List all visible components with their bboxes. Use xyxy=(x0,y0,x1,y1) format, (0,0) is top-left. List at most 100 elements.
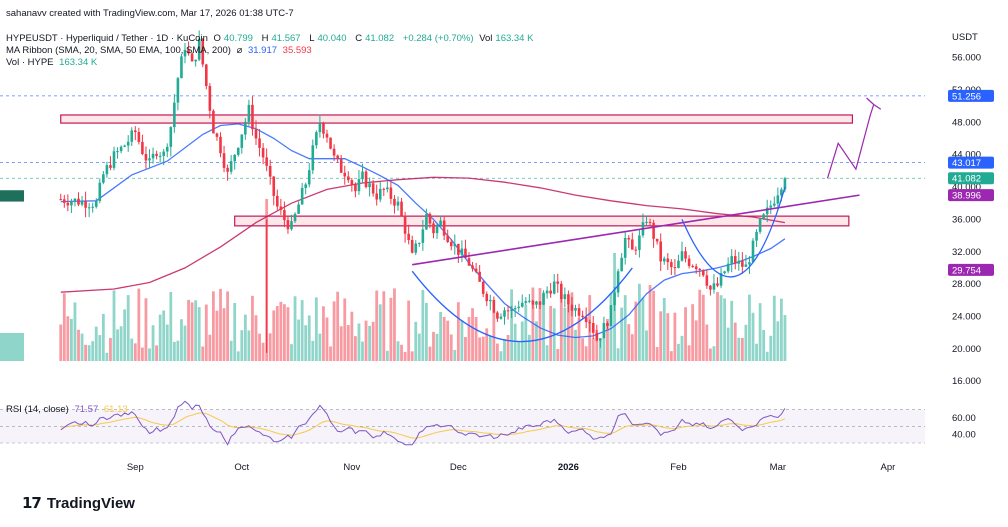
drawings-layer xyxy=(411,97,882,343)
volume-bar xyxy=(723,298,726,362)
volume-bar xyxy=(410,351,414,362)
volume-bar xyxy=(652,290,655,362)
rsi-ma-line xyxy=(60,412,786,439)
volume-bar xyxy=(364,320,368,362)
candle-body xyxy=(297,204,300,214)
volume-bar xyxy=(59,324,63,362)
candle-body xyxy=(474,268,478,272)
volume-bar xyxy=(716,291,719,362)
candle-body xyxy=(300,187,304,205)
volume-bar xyxy=(130,338,134,362)
time-tick-label: 2026 xyxy=(558,462,579,473)
volume-bar xyxy=(762,329,766,362)
volume-bar xyxy=(783,315,787,362)
candle-body xyxy=(648,221,652,223)
candle-body xyxy=(155,153,158,156)
volume-bar xyxy=(655,347,659,362)
volume-indicator-label[interactable]: Vol · HYPE xyxy=(6,57,54,68)
volume-bar xyxy=(527,334,531,362)
volume-bar xyxy=(297,319,300,362)
time-tick-label: Sep xyxy=(127,462,144,473)
volume-bar xyxy=(698,289,702,362)
volume-bar xyxy=(538,288,542,362)
price-tick-label: 16.000 xyxy=(952,376,981,387)
candle-body xyxy=(180,56,183,79)
volume-indicator-value: 163.34 K xyxy=(59,57,98,68)
candle-body xyxy=(194,59,197,62)
volume-bar xyxy=(673,312,677,362)
volume-bar xyxy=(765,351,769,362)
volume-bar xyxy=(623,295,627,362)
candle-body xyxy=(520,302,524,307)
rsi-tick-label: 40.00 xyxy=(952,430,976,441)
candle-body xyxy=(556,281,560,284)
ma-ribbon-label[interactable]: MA Ribbon (SMA, 20, SMA, 50 EMA, 100, SM… xyxy=(6,45,231,56)
time-tick-label: Oct xyxy=(234,462,249,473)
tradingview-logo[interactable]: 17 TradingView xyxy=(22,494,135,512)
candle-body xyxy=(165,146,169,152)
volume-bar xyxy=(290,344,293,362)
candle-body xyxy=(599,338,602,341)
candle-body xyxy=(311,145,315,171)
candle-body xyxy=(659,241,662,262)
candle-body xyxy=(197,38,201,60)
volume-bar xyxy=(229,340,233,362)
candle-body xyxy=(446,235,449,242)
volume-bar xyxy=(503,338,506,362)
volume-bar xyxy=(226,291,229,362)
candle-body xyxy=(105,165,109,175)
time-tick-label: Apr xyxy=(881,462,896,473)
symbol-name[interactable]: HYPEUSDT · Hyperliquid / Tether · 1D · K… xyxy=(6,33,208,44)
volume-bar xyxy=(279,301,283,362)
volume-bar xyxy=(556,349,560,362)
candle-body xyxy=(94,200,98,207)
volume-bar xyxy=(453,349,457,362)
volume-bar xyxy=(180,319,183,362)
ma-ribbon-value-1: 31.917 xyxy=(247,45,278,56)
candle-body xyxy=(577,308,581,316)
volume-bar xyxy=(666,313,670,362)
price-tick-label: 20.000 xyxy=(952,344,981,355)
candle-body xyxy=(662,258,666,262)
candle-body xyxy=(148,158,151,161)
ohlc-close: C 41.082 xyxy=(355,33,395,44)
volume-bar xyxy=(286,307,290,362)
zones-layer xyxy=(60,114,854,227)
volume-bar xyxy=(499,351,503,362)
resistance-zone xyxy=(60,114,854,124)
candle-body xyxy=(126,141,130,146)
time-axis[interactable]: Sep Oct Nov Dec 2026 Feb Mar Apr xyxy=(127,462,895,473)
candle-body xyxy=(726,263,730,272)
rsi-label[interactable]: RSI (14, close) xyxy=(6,404,69,415)
candle-body xyxy=(315,132,318,146)
price-axis[interactable]: USDT56.00052.00048.00044.00040.00036.000… xyxy=(948,32,994,441)
candle-body xyxy=(496,312,499,319)
volume-bar xyxy=(77,329,80,362)
volume-bar xyxy=(84,344,87,362)
candle-body xyxy=(84,200,87,208)
candle-body xyxy=(244,121,247,135)
volume-bar xyxy=(748,294,751,362)
volume-bar xyxy=(293,296,297,362)
candle-body xyxy=(492,299,496,313)
volume-bar xyxy=(80,333,84,362)
volume-bar xyxy=(389,297,393,362)
volume-bar xyxy=(339,326,343,362)
volume-bar xyxy=(730,300,734,362)
candle-body xyxy=(251,104,254,130)
volume-bar xyxy=(616,348,620,362)
candle-body xyxy=(265,157,268,166)
ohlc-open: O 40.799 xyxy=(213,33,253,44)
candle-body xyxy=(425,213,428,230)
candle-body xyxy=(144,153,148,161)
candle-body xyxy=(336,155,339,159)
candle-body xyxy=(407,233,410,240)
volume-bar xyxy=(187,299,190,362)
volume-bar xyxy=(350,311,354,362)
volume-bar xyxy=(204,304,208,362)
volume-bar xyxy=(87,345,91,362)
candle-body xyxy=(137,132,141,142)
volume-bar xyxy=(382,291,386,362)
candle-body xyxy=(606,323,609,326)
